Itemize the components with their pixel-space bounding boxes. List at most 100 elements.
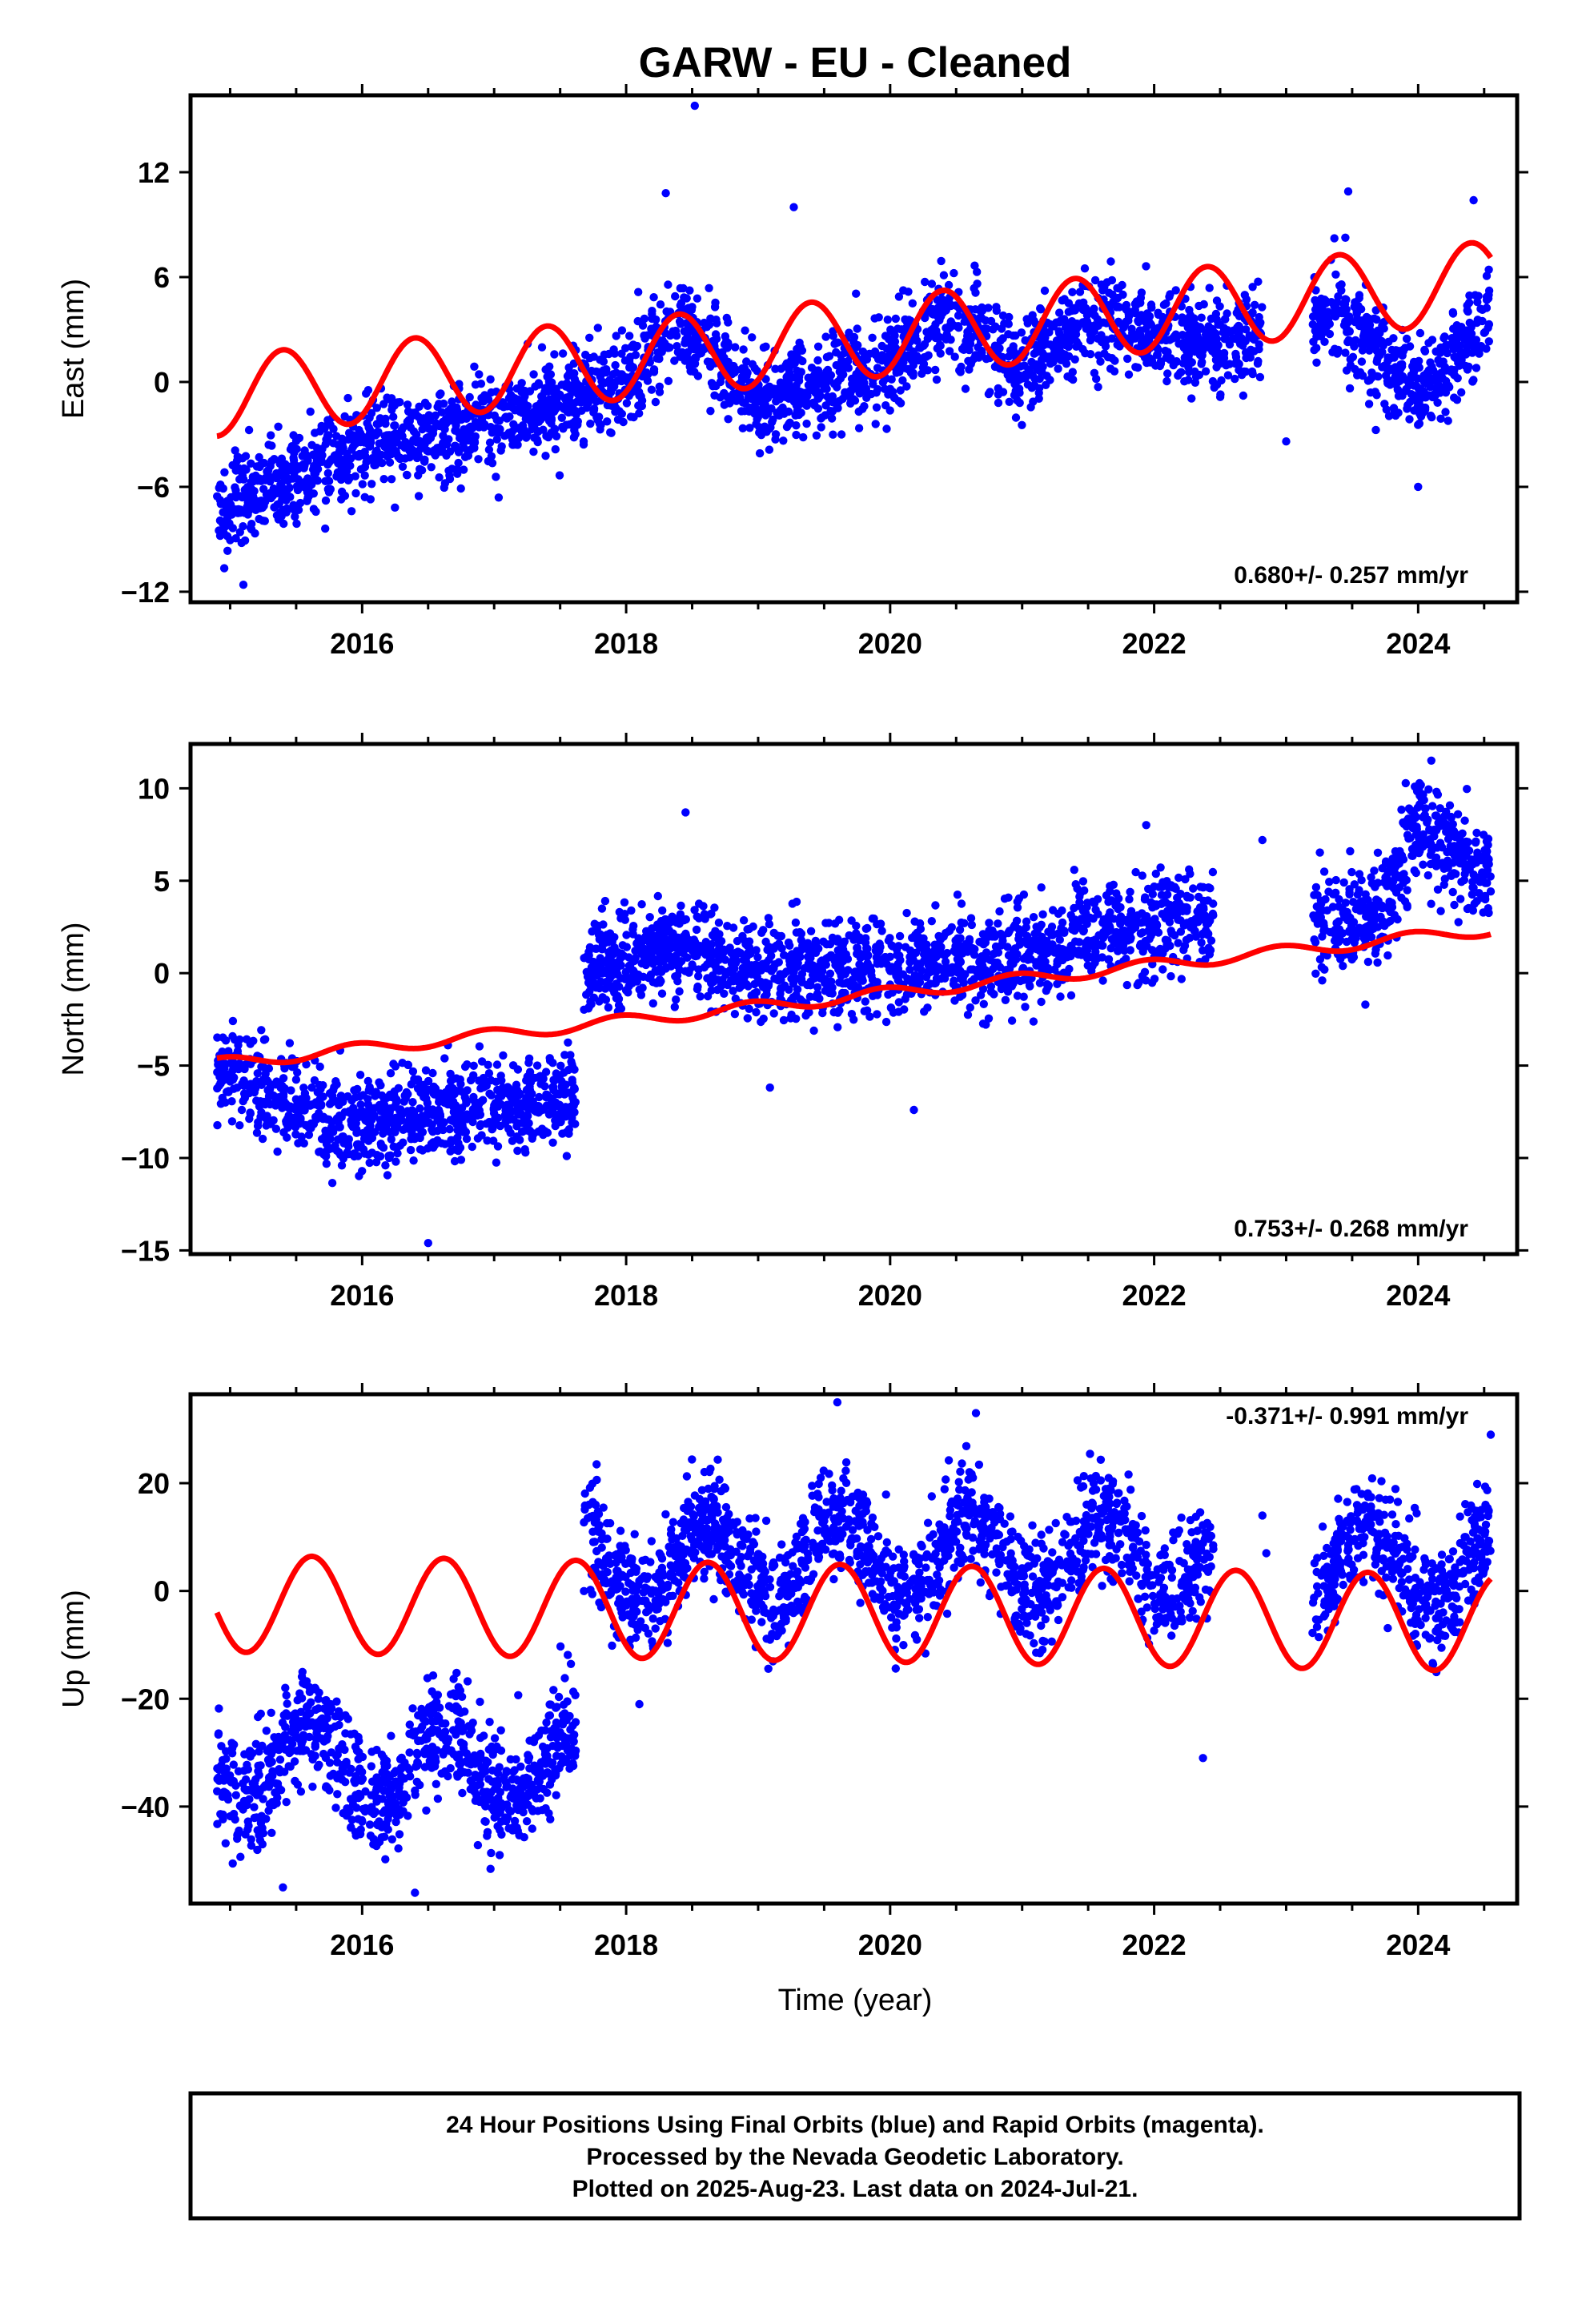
data-point [347,507,356,516]
data-point [1406,380,1415,389]
data-point [841,388,849,397]
data-point [1399,345,1407,355]
data-point [247,484,255,493]
data-point [1030,374,1039,384]
data-point [680,327,689,336]
data-point [1312,358,1321,367]
data-point [749,392,758,401]
data-point [532,435,542,444]
data-point [399,1125,408,1135]
data-point [391,1113,400,1123]
data-point [633,316,642,326]
data-point [1187,394,1196,403]
data-point [331,1077,340,1086]
data-point [408,1098,417,1107]
data-point [501,1088,510,1097]
data-point [390,421,399,430]
data-point [1156,863,1165,872]
data-point [345,455,354,464]
data-point [680,293,689,302]
data-point [275,500,283,509]
data-point [453,469,462,478]
data-point [1037,997,1046,1007]
data-point [436,389,445,398]
data-point [462,1134,472,1144]
y-tick-label: −12 [121,576,170,609]
data-point [1035,363,1045,372]
data-point [427,463,436,472]
data-point [632,341,642,351]
data-point [228,1031,237,1041]
data-point [373,428,382,436]
data-point [1186,330,1195,339]
data-point [1328,348,1337,356]
data-point [289,431,298,440]
data-point [837,971,846,980]
data-point [739,916,749,925]
data-point [524,401,532,411]
data-point [885,406,894,415]
data-point [585,353,595,363]
data-point [1387,345,1396,355]
data-point [1359,340,1369,348]
data-point [1359,332,1368,341]
data-point [237,538,246,548]
data-point [238,1063,247,1072]
data-point [804,380,813,390]
data-point [379,475,388,484]
data-point [555,1116,564,1125]
data-point [552,386,560,395]
data-point [939,271,949,279]
data-point [1158,965,1167,974]
data-point [1070,866,1079,875]
data-point [405,452,414,462]
data-point [694,971,703,981]
data-point [1162,376,1171,386]
data-point [1167,929,1176,938]
data-point [213,492,222,501]
data-point [625,332,634,340]
data-point [1423,377,1432,386]
data-point [375,1152,385,1161]
data-point [1253,359,1263,368]
data-point [1103,352,1113,362]
data-point [327,1179,337,1188]
data-point [476,380,486,388]
data-point [1049,322,1058,331]
y-tick-label: 0 [154,366,170,399]
data-point [579,395,588,404]
data-point [729,987,737,995]
data-point [390,1125,399,1134]
data-point [902,908,911,918]
data-point [1150,327,1158,336]
data-point [546,370,556,379]
data-point [895,931,905,941]
data-point [945,300,954,309]
data-point [223,546,232,555]
data-point [284,476,293,485]
data-point [266,489,275,497]
data-point [243,510,252,519]
data-point [1036,305,1046,314]
data-point [541,384,550,392]
data-point [1068,915,1078,924]
data-point [1393,385,1403,394]
data-point [870,314,879,323]
data-point [570,1084,579,1092]
data-point [566,1051,575,1059]
data-point [454,458,463,468]
data-point [1452,337,1461,346]
data-point [1122,300,1131,310]
data-point [435,473,444,482]
data-point [446,1116,456,1124]
data-point [685,286,694,295]
data-point [350,1116,359,1124]
data-point [257,1026,266,1035]
data-point [1432,373,1442,382]
data-point [1436,414,1445,423]
data-point [1055,308,1064,317]
data-point [1240,291,1250,300]
data-point [1364,400,1374,408]
data-point [307,1083,316,1092]
data-point [1239,391,1248,400]
